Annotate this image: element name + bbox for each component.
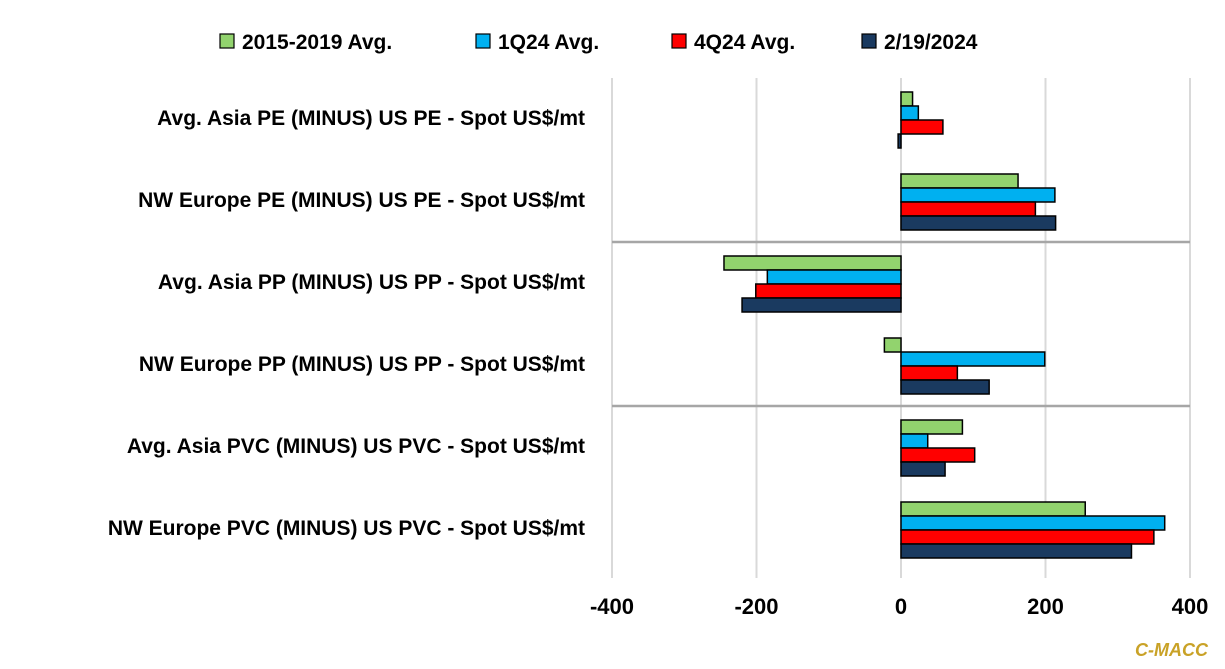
legend-label: 2/19/2024 — [884, 31, 978, 54]
bar-2015-2019-avg- — [900, 419, 964, 435]
legend-label: 1Q24 Avg. — [498, 31, 599, 54]
bar-4q24-avg- — [900, 529, 1155, 545]
legend-swatch — [671, 33, 687, 49]
bar-4q24-avg- — [755, 283, 902, 299]
bar-4q24-avg- — [900, 201, 1037, 217]
bar-1q24-avg- — [900, 351, 1046, 367]
category-label: NW Europe PVC (MINUS) US PVC - Spot US$/… — [108, 517, 585, 540]
bar-2015-2019-avg- — [723, 255, 902, 271]
bar-1q24-avg- — [900, 105, 920, 121]
bar-4q24-avg- — [900, 447, 976, 463]
watermark: C-MACC — [1135, 640, 1209, 660]
legend-swatch — [219, 33, 235, 49]
x-tick-label: -400 — [590, 594, 634, 619]
bar-2-19-2024 — [900, 379, 990, 395]
category-label: Avg. Asia PP (MINUS) US PP - Spot US$/mt — [158, 271, 585, 294]
bar-2015-2019-avg- — [900, 173, 1019, 189]
bar-2015-2019-avg- — [900, 501, 1086, 517]
bar-1q24-avg- — [900, 433, 929, 449]
bar-1q24-avg- — [900, 187, 1056, 203]
x-tick-label: -200 — [734, 594, 778, 619]
bar-2-19-2024 — [900, 461, 946, 477]
category-label: Avg. Asia PVC (MINUS) US PVC - Spot US$/… — [127, 435, 585, 458]
bar-2-19-2024 — [900, 215, 1057, 231]
legend-swatch — [861, 33, 877, 49]
bar-1q24-avg- — [766, 269, 902, 285]
category-label: NW Europe PP (MINUS) US PP - Spot US$/mt — [139, 353, 585, 376]
bar-2-19-2024 — [741, 297, 902, 313]
x-tick-label: 200 — [1027, 594, 1064, 619]
bar-2015-2019-avg- — [900, 91, 914, 107]
legend-label: 4Q24 Avg. — [694, 31, 795, 54]
category-label: Avg. Asia PE (MINUS) US PE - Spot US$/mt — [157, 107, 585, 130]
legend-swatch — [475, 33, 491, 49]
bar-4q24-avg- — [900, 119, 944, 135]
legend-label: 2015-2019 Avg. — [242, 31, 392, 54]
bar-4q24-avg- — [900, 365, 959, 381]
bar-2015-2019-avg- — [883, 337, 902, 353]
bar-2-19-2024 — [900, 543, 1133, 559]
category-label: NW Europe PE (MINUS) US PE - Spot US$/mt — [138, 189, 585, 212]
x-tick-label: 400 — [1172, 594, 1209, 619]
x-tick-label: 0 — [895, 594, 907, 619]
bar-2-19-2024 — [897, 133, 902, 149]
bar-1q24-avg- — [900, 515, 1166, 531]
